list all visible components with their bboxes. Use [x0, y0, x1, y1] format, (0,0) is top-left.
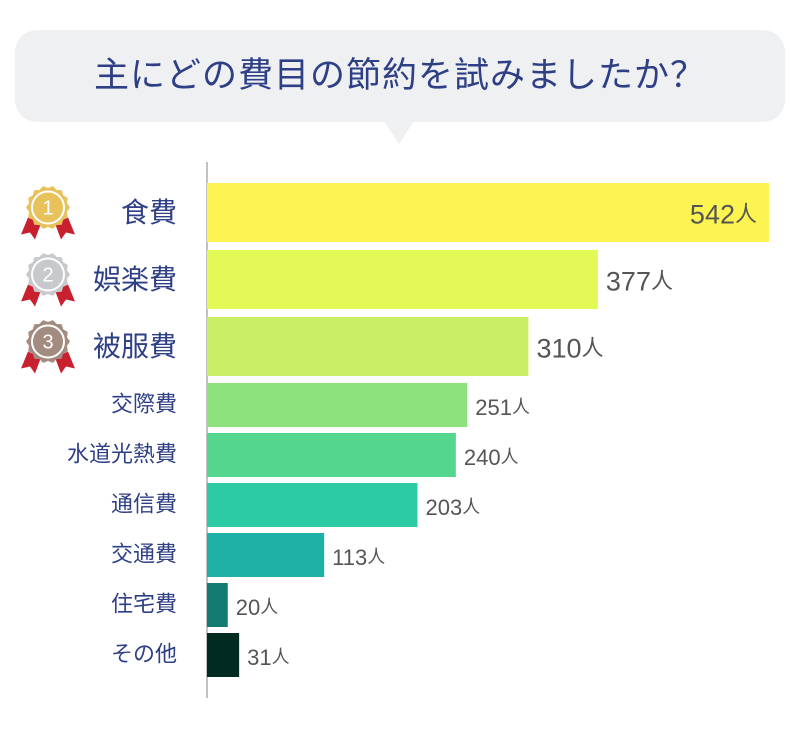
- value-label: 377人: [606, 267, 673, 297]
- medal-inner-ring: [31, 324, 65, 359]
- rank-1-medal-icon: 1: [21, 186, 75, 240]
- value-label: 31人: [247, 645, 289, 670]
- medal-rank-number: 1: [42, 198, 53, 220]
- category-label: 住宅費: [111, 593, 177, 618]
- rank-3-medal-icon: 3: [21, 320, 75, 374]
- rank-2-medal-icon: 2: [21, 253, 75, 307]
- category-label: 水道光熱費: [67, 443, 177, 468]
- value-label: 240人: [464, 445, 519, 470]
- bar: [207, 483, 418, 527]
- category-label: 交際費: [111, 393, 177, 418]
- bar: [207, 533, 325, 577]
- bar: [207, 583, 228, 627]
- bar: [207, 183, 769, 242]
- medal-rank-number: 2: [42, 265, 53, 287]
- category-label: 被服費: [93, 330, 177, 363]
- bar: [207, 383, 468, 427]
- title-bubble-tail: [382, 118, 416, 144]
- category-label: 交通費: [111, 543, 177, 568]
- bar: [207, 250, 598, 309]
- category-label: 娯楽費: [93, 263, 177, 296]
- value-label: 310人: [536, 334, 603, 364]
- category-label: 食費: [121, 196, 177, 229]
- medal-rank-number: 3: [42, 332, 53, 354]
- bar: [207, 633, 240, 677]
- bar: [207, 433, 456, 477]
- title-bubble: [15, 30, 785, 122]
- value-label: 113人: [332, 545, 385, 570]
- value-label: 251人: [475, 395, 530, 420]
- bar: [207, 317, 529, 376]
- category-label: その他: [111, 643, 177, 668]
- medal-inner-ring: [31, 190, 65, 225]
- medal-inner-ring: [31, 257, 65, 292]
- category-label: 通信費: [111, 493, 177, 518]
- value-label: 203人: [425, 495, 480, 520]
- value-label: 20人: [236, 595, 278, 620]
- value-label: 542人: [690, 200, 757, 230]
- chart-title: 主にどの費目の節約を試みましたか？: [93, 56, 706, 96]
